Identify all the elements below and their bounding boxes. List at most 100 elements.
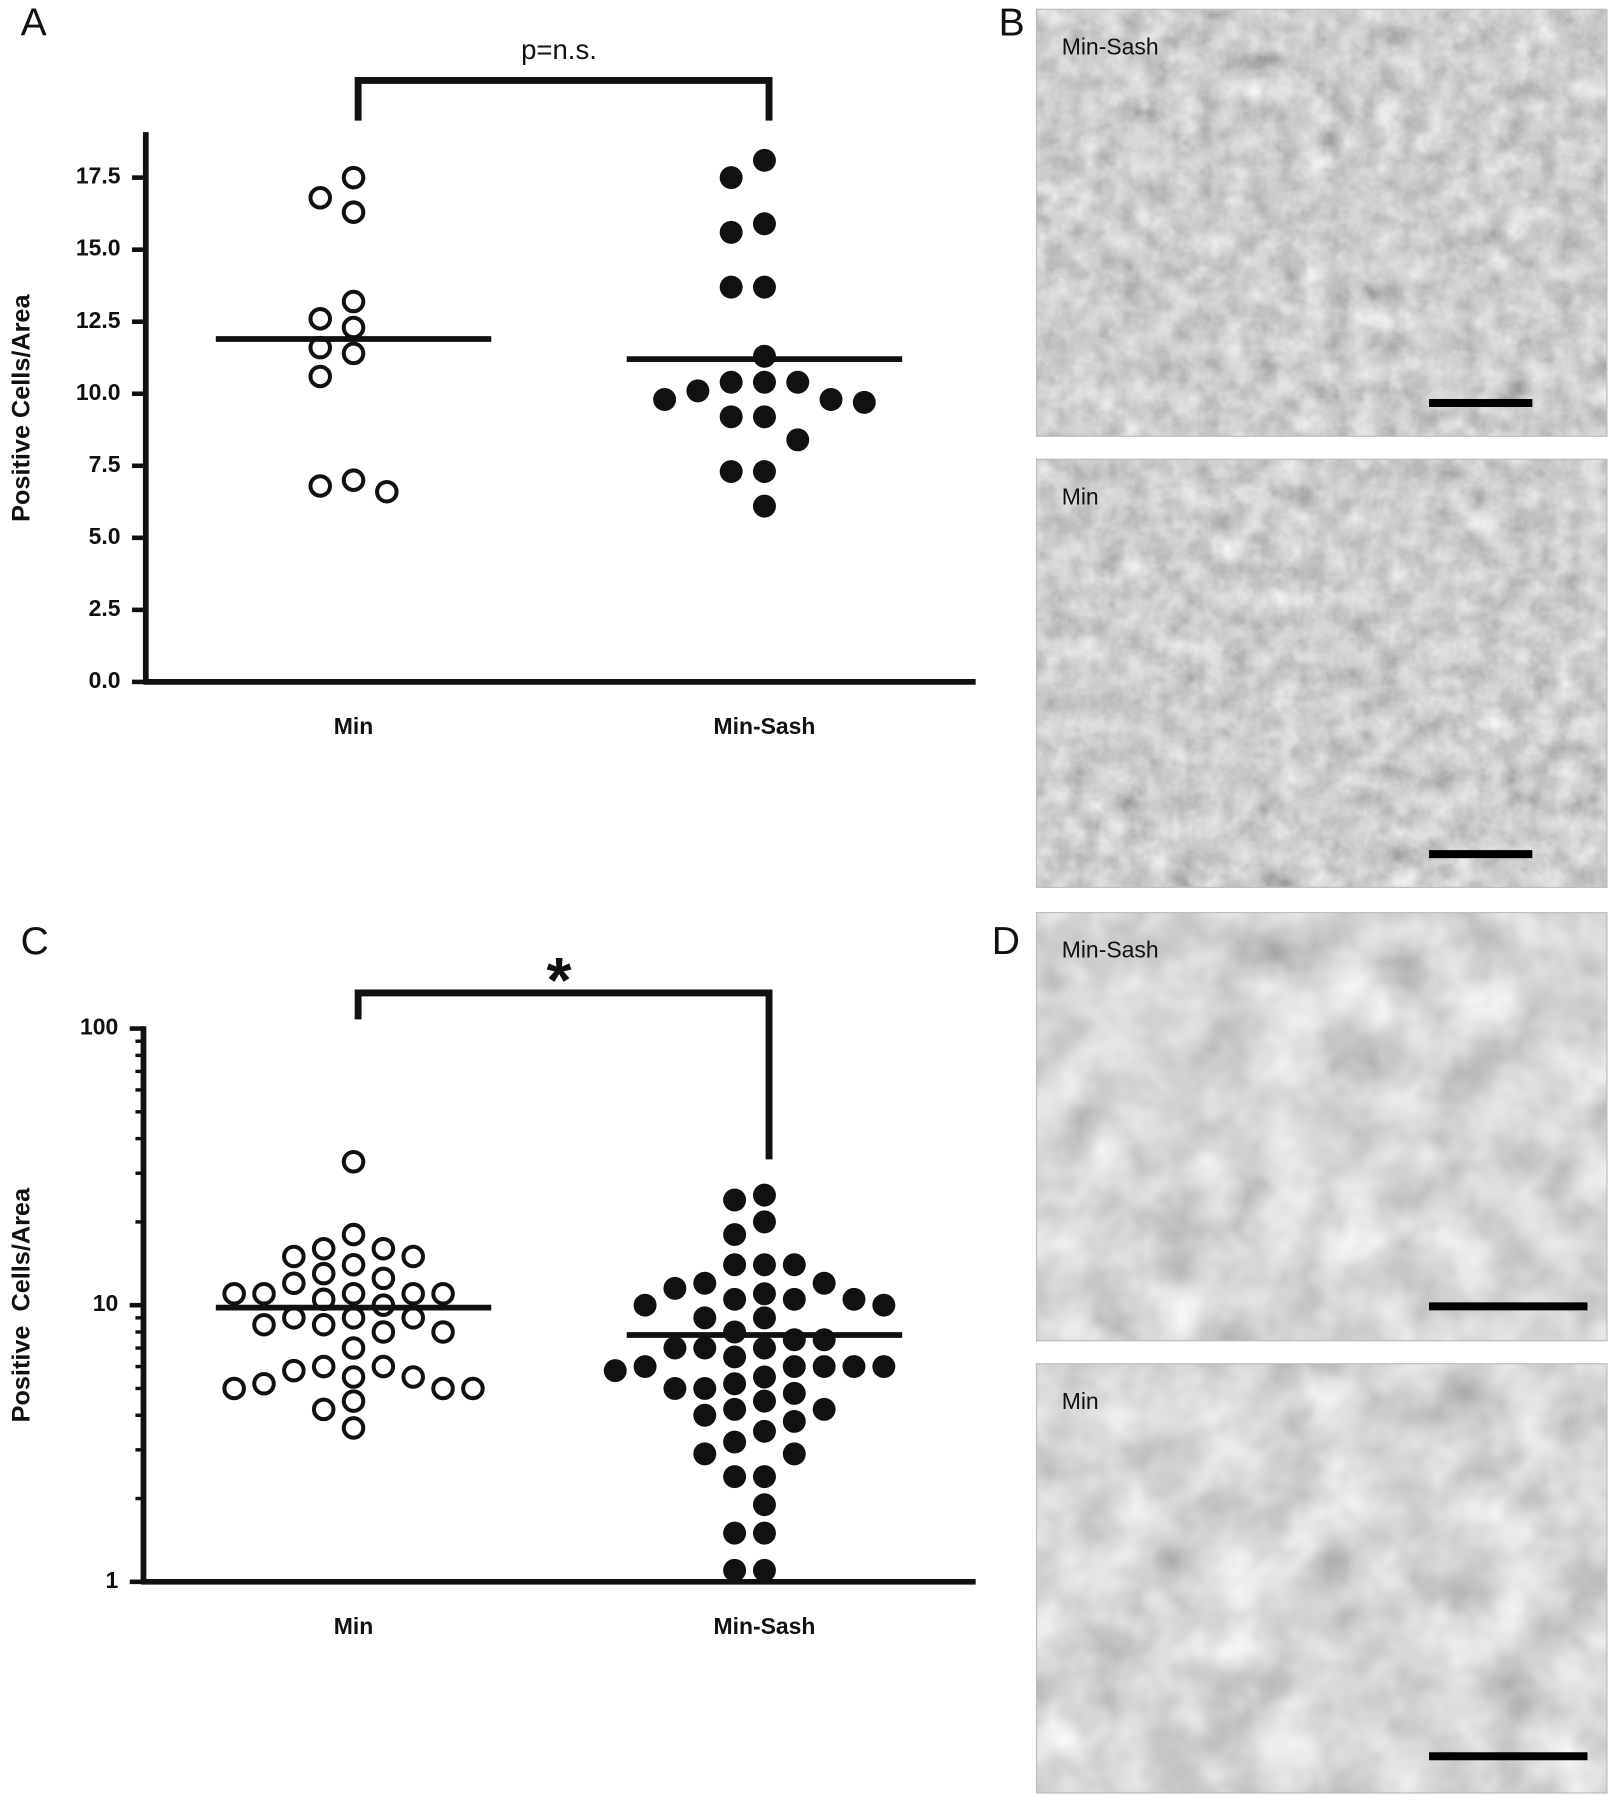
data-point xyxy=(341,1252,366,1277)
data-point xyxy=(431,1376,455,1401)
data-point xyxy=(752,1365,776,1389)
data-point xyxy=(308,307,333,331)
data-point xyxy=(311,1261,336,1286)
data-point xyxy=(663,1376,687,1400)
y-tick-label: 5.0 xyxy=(89,523,121,549)
data-point xyxy=(341,1149,366,1174)
data-point xyxy=(371,1236,396,1261)
significance-bracket xyxy=(354,989,773,1160)
data-point xyxy=(341,341,366,366)
data-point xyxy=(371,1320,396,1344)
image-label: Min-Sash xyxy=(1062,33,1159,59)
data-point xyxy=(872,1293,896,1317)
data-point xyxy=(752,370,776,394)
data-point xyxy=(308,186,333,210)
data-point xyxy=(752,1306,776,1330)
data-point xyxy=(341,468,366,492)
y-tick-label: 7.5 xyxy=(89,451,121,477)
significance-label: * xyxy=(546,944,571,1016)
data-point xyxy=(603,1359,627,1383)
data-point xyxy=(752,1210,776,1234)
data-point xyxy=(872,1355,896,1379)
data-point xyxy=(371,1266,396,1291)
data-point xyxy=(752,1336,776,1360)
panel-letter: B xyxy=(999,2,1025,45)
data-point xyxy=(693,1306,717,1330)
data-point xyxy=(842,1287,866,1311)
micrograph xyxy=(1036,459,1607,888)
y-tick-label: 10.0 xyxy=(76,379,121,405)
data-point xyxy=(752,1465,776,1489)
data-point xyxy=(782,1253,806,1277)
image-label: Min-Sash xyxy=(1062,937,1159,963)
data-point xyxy=(752,275,776,299)
data-point xyxy=(723,1287,747,1311)
micrograph-border xyxy=(1035,8,1608,437)
data-point xyxy=(341,200,366,224)
y-tick-label: 15.0 xyxy=(76,235,121,261)
data-point xyxy=(341,1416,366,1440)
data-point xyxy=(723,1345,747,1369)
data-point xyxy=(311,1354,336,1379)
data-point xyxy=(786,428,810,452)
y-tick-label: 12.5 xyxy=(76,307,121,333)
data-point xyxy=(752,148,776,172)
data-point xyxy=(812,1355,836,1379)
data-point xyxy=(782,1442,806,1466)
data-point xyxy=(752,1521,776,1545)
y-tick-label: 10 xyxy=(93,1290,119,1316)
data-point xyxy=(752,405,776,429)
data-point xyxy=(401,1281,425,1306)
data-point xyxy=(375,479,399,504)
data-point xyxy=(663,1336,687,1360)
y-axis-label: Positive Cells/Area xyxy=(8,1187,36,1422)
data-point xyxy=(752,1389,776,1413)
data-point xyxy=(752,460,776,484)
data-point xyxy=(782,1355,806,1379)
data-point xyxy=(308,364,333,389)
data-point xyxy=(719,370,743,394)
data-point xyxy=(782,1287,806,1311)
y-tick-label: 17.5 xyxy=(76,163,121,189)
data-point xyxy=(723,1320,747,1344)
data-point xyxy=(723,1188,747,1212)
data-point xyxy=(282,1306,306,1330)
data-point xyxy=(693,1376,717,1400)
data-point xyxy=(252,1312,276,1337)
micrograph-border xyxy=(1035,912,1608,1342)
data-point xyxy=(719,460,743,484)
x-tick-label: Min-Sash xyxy=(713,713,815,739)
data-point xyxy=(461,1376,485,1401)
data-point xyxy=(282,1244,306,1269)
data-point xyxy=(786,370,810,394)
data-point xyxy=(633,1293,657,1317)
data-point xyxy=(252,1281,276,1306)
data-point xyxy=(719,275,743,299)
data-point xyxy=(752,1558,776,1582)
micrograph-border xyxy=(1035,458,1608,888)
data-point xyxy=(719,166,743,190)
data-point xyxy=(341,289,366,314)
data-point xyxy=(663,1276,687,1300)
data-point xyxy=(693,1336,717,1360)
data-point xyxy=(723,1521,747,1545)
panel-letter: C xyxy=(21,920,49,963)
data-point xyxy=(723,1465,747,1489)
image-label: Min xyxy=(1062,483,1099,509)
data-point xyxy=(693,1271,717,1295)
data-point xyxy=(752,1282,776,1306)
data-point xyxy=(341,1336,366,1360)
y-axis-label: Positive Cells/Area xyxy=(8,294,36,522)
data-point xyxy=(819,388,843,411)
data-point xyxy=(222,1281,246,1306)
data-point xyxy=(782,1328,806,1352)
significance-bracket xyxy=(354,77,773,121)
data-point xyxy=(282,1358,306,1383)
data-point xyxy=(341,1281,366,1306)
panel-letter: A xyxy=(21,2,47,45)
data-point xyxy=(752,1183,776,1207)
data-point xyxy=(723,1397,747,1421)
x-tick-label: Min-Sash xyxy=(713,1613,815,1639)
